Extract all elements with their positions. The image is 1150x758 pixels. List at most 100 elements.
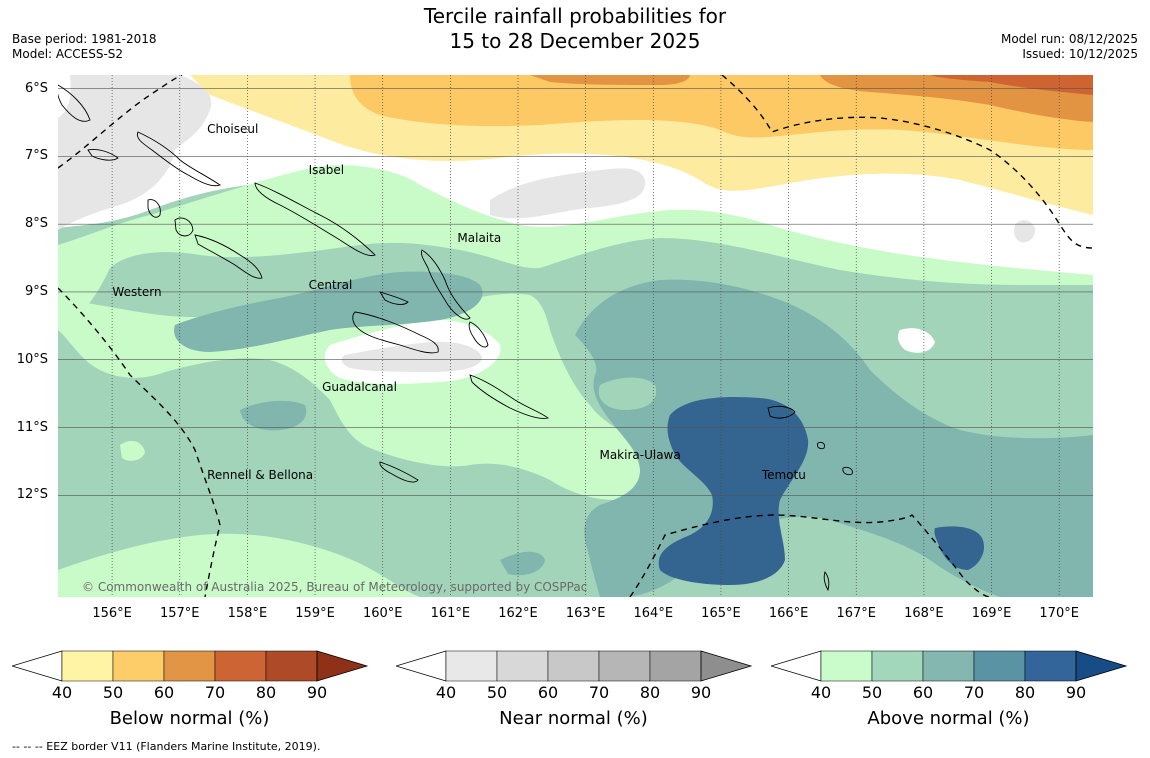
island-bougainville-tip (87, 149, 119, 161)
field-white-east (897, 328, 935, 353)
colorbar-tick-label: 90 (306, 683, 328, 702)
latitude-label: 11°S (16, 419, 48, 435)
colorbar-tick-label: 50 (102, 683, 124, 702)
island-tikopia (823, 571, 830, 592)
colorbar-tick-label: 90 (1065, 683, 1087, 702)
colorbar: 40 50 60 70 80 90 Near normal (%) (396, 650, 756, 740)
island-choiseul (136, 131, 221, 187)
longitude-gridlines (111, 75, 1060, 597)
colorbar-tick-label: 80 (639, 683, 661, 702)
longitude-label: 168°E (904, 606, 944, 621)
colorbar-segment (598, 650, 651, 682)
copyright-notice: © Commonwealth of Australia 2025, Bureau… (82, 580, 588, 594)
title-line-1: Tercile rainfall probabilities for (423, 4, 727, 28)
colorbar-tick-label: 70 (204, 683, 226, 702)
latitude-label: 8°S (24, 216, 48, 232)
latitude-label: 6°S (24, 80, 48, 96)
base-period: Base period: 1981-2018 (12, 32, 157, 46)
colorbar-segment (973, 650, 1026, 682)
colorbar-segment (820, 650, 873, 682)
longitude-label: 158°E (227, 606, 268, 621)
colorbar-high-extension (700, 650, 753, 682)
longitude-label: 159°E (295, 606, 335, 621)
island-utupua (817, 441, 825, 450)
eez-footnote: -- -- -- EEZ border V11 (Flanders Marine… (12, 740, 321, 753)
eez-south-west (58, 287, 221, 597)
island-rennell (379, 461, 419, 483)
island-isabel (254, 182, 376, 257)
colorbar-tick-label: 70 (963, 683, 985, 702)
colorbar-low-extension (12, 650, 63, 682)
issued-date: Issued: 10/12/2025 (1022, 47, 1138, 61)
longitude-label: 157°E (159, 606, 200, 621)
province-label: Guadalcanal (322, 379, 397, 394)
map-fields (58, 75, 1093, 597)
longitude-label: 160°E (362, 606, 403, 621)
colorbar-tick-label: 40 (435, 683, 457, 702)
island-ranongga (147, 199, 161, 218)
island-malaita (421, 249, 471, 320)
title-line-2: 15 to 28 December 2025 (449, 29, 701, 53)
longitude-label: 162°E (498, 606, 538, 621)
island-makira (469, 374, 550, 419)
colorbar-low-extension (396, 650, 447, 682)
province-label: Malaita (457, 230, 502, 245)
island-santa-cruz (767, 405, 796, 419)
colorbar-tick-label: 60 (537, 683, 559, 702)
field-below-60a (530, 75, 690, 85)
colorbar-tick-label: 90 (690, 683, 712, 702)
longitude-label: 167°E (836, 606, 876, 621)
field-near-guadalcanal (341, 341, 482, 372)
colorbar-tick-label: 40 (51, 683, 73, 702)
latitude-gridlines (58, 88, 1093, 496)
colorbar: 40 50 60 70 80 90 Above normal (%) (771, 650, 1131, 740)
longitude-label: 169°E (971, 606, 1012, 621)
province-label: Western (112, 284, 162, 299)
colorbar-tick-label: 50 (486, 683, 508, 702)
latitude-label: 9°S (24, 283, 48, 299)
probability-map (58, 75, 1093, 597)
province-label: Rennell & Bellona (207, 467, 314, 482)
colorbar-segment (214, 650, 267, 682)
longitude-label: 170°E (1039, 606, 1079, 621)
field-below-70 (930, 75, 1093, 95)
field-above-40-sw (58, 533, 420, 597)
colorbar-graphic (396, 650, 753, 682)
latitude-label: 10°S (16, 351, 48, 367)
coastlines (58, 84, 853, 592)
colorbar: 40 50 60 70 80 90 Below normal (%) (12, 650, 372, 740)
island-maramasike (468, 321, 489, 348)
model-run: Model run: 08/12/2025 (1000, 32, 1138, 46)
longitude-label: 165°E (701, 606, 741, 621)
island-new-georgia (194, 234, 263, 279)
colorbar-title: Near normal (%) (499, 708, 648, 729)
field-above-70-east (934, 526, 985, 570)
field-near-malaita (490, 168, 646, 219)
colorbar-title: Above normal (%) (867, 708, 1030, 729)
province-label: Makira-Ulawa (599, 447, 681, 462)
field-white-nw (58, 75, 71, 118)
latitude-label: 12°S (16, 487, 48, 503)
colorbar-tick-label: 60 (912, 683, 934, 702)
colorbar-segment (112, 650, 165, 682)
colorbar-tick-label: 80 (1014, 683, 1036, 702)
island-guadalcanal (352, 311, 439, 354)
field-near-nw (58, 75, 212, 230)
longitude-label: 163°E (565, 606, 606, 621)
colorbar-segment (163, 650, 216, 682)
colorbar-low-extension (771, 650, 822, 682)
colorbar-high-extension (316, 650, 369, 682)
field-above-60-west (240, 400, 307, 431)
field-above-70 (658, 396, 809, 585)
colorbar-tick-label: 80 (255, 683, 277, 702)
longitude-label: 161°E (430, 606, 471, 621)
province-label: Central (308, 278, 353, 293)
field-above-60-south (500, 551, 545, 576)
colorbar-segment (1024, 650, 1077, 682)
colorbar-segment (496, 650, 549, 682)
colorbar-graphic (12, 650, 369, 682)
eez-borders (58, 75, 1093, 597)
field-above-40-spot (120, 440, 145, 461)
eez-north-west (58, 75, 183, 169)
field-near-east (1014, 220, 1036, 243)
